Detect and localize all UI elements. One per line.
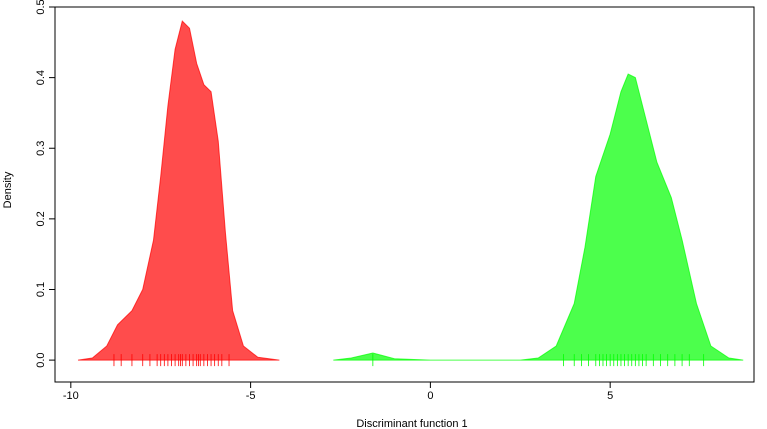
y-tick-label: 0.1: [35, 282, 47, 297]
x-tick-label: 5: [607, 390, 613, 402]
x-tick-label: -5: [246, 390, 256, 402]
x-axis-label: Discriminant function 1: [356, 418, 467, 429]
density-area: [77, 20, 280, 361]
x-tick-label: 0: [427, 390, 433, 402]
y-tick-label: 0.2: [35, 211, 47, 226]
y-tick-label: 0.3: [35, 141, 47, 156]
y-tick-label: 0.5: [35, 0, 47, 15]
x-tick-label: -10: [63, 390, 79, 402]
y-axis-label: Density: [2, 171, 14, 208]
y-tick-label: 0.0: [35, 352, 47, 367]
y-tick-label: 0.4: [35, 70, 47, 85]
density-area: [333, 73, 744, 361]
